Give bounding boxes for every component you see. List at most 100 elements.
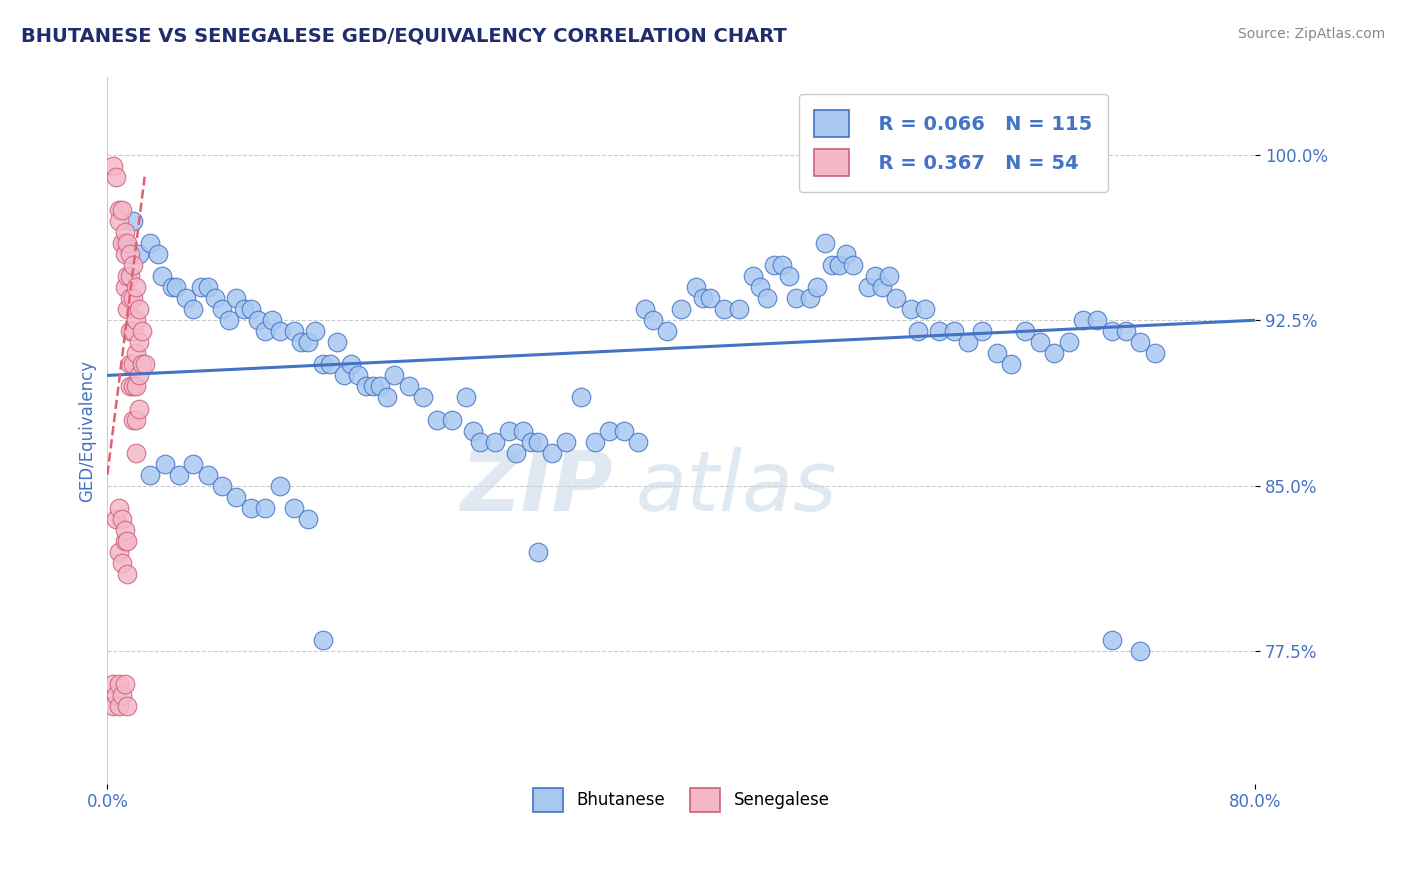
Point: [128, 401, 150, 416]
Point: [942, 324, 965, 338]
Point: [1043, 346, 1066, 360]
Point: [555, 434, 578, 449]
Point: [114, 280, 136, 294]
Point: [125, 280, 148, 294]
Point: [117, 699, 139, 714]
Point: [634, 302, 657, 317]
Point: [108, 202, 131, 217]
Point: [128, 368, 150, 383]
Point: [655, 324, 678, 338]
Point: [225, 490, 247, 504]
Point: [1129, 335, 1152, 350]
Point: [108, 500, 131, 515]
Point: [122, 412, 145, 426]
Point: [778, 269, 800, 284]
Point: [122, 357, 145, 371]
Point: [117, 567, 139, 582]
Point: [153, 457, 176, 471]
Point: [120, 357, 142, 371]
Point: [340, 357, 363, 371]
Point: [114, 247, 136, 261]
Point: [398, 379, 420, 393]
Text: Source: ZipAtlas.com: Source: ZipAtlas.com: [1237, 27, 1385, 41]
Point: [957, 335, 980, 350]
Point: [463, 424, 485, 438]
Y-axis label: GED/Equivalency: GED/Equivalency: [79, 359, 96, 501]
Point: [120, 247, 142, 261]
Point: [114, 533, 136, 548]
Point: [986, 346, 1008, 360]
Point: [120, 324, 142, 338]
Point: [354, 379, 377, 393]
Point: [131, 357, 153, 371]
Point: [114, 677, 136, 691]
Point: [218, 313, 240, 327]
Point: [120, 379, 142, 393]
Point: [117, 302, 139, 317]
Point: [297, 512, 319, 526]
Point: [311, 633, 333, 648]
Point: [269, 324, 291, 338]
Point: [174, 291, 197, 305]
Point: [727, 302, 749, 317]
Text: BHUTANESE VS SENEGALESE GED/EQUIVALENCY CORRELATION CHART: BHUTANESE VS SENEGALESE GED/EQUIVALENCY …: [21, 27, 787, 45]
Point: [426, 412, 449, 426]
Point: [375, 391, 398, 405]
Point: [122, 291, 145, 305]
Point: [870, 280, 893, 294]
Point: [183, 302, 205, 317]
Point: [111, 202, 134, 217]
Point: [101, 677, 124, 691]
Point: [856, 280, 879, 294]
Point: [484, 434, 506, 449]
Point: [297, 335, 319, 350]
Point: [627, 434, 650, 449]
Point: [886, 291, 908, 305]
Point: [211, 302, 233, 317]
Point: [1057, 335, 1080, 350]
Point: [225, 291, 247, 305]
Point: [1101, 633, 1123, 648]
Point: [814, 235, 837, 250]
Point: [799, 291, 821, 305]
Point: [598, 424, 620, 438]
Point: [108, 699, 131, 714]
Point: [1115, 324, 1137, 338]
Point: [569, 391, 592, 405]
Point: [505, 445, 527, 459]
Point: [763, 258, 786, 272]
Point: [785, 291, 807, 305]
Point: [756, 291, 779, 305]
Point: [125, 445, 148, 459]
Point: [512, 424, 534, 438]
Point: [211, 479, 233, 493]
Point: [692, 291, 714, 305]
Point: [197, 280, 219, 294]
Point: [104, 169, 127, 184]
Point: [907, 324, 929, 338]
Point: [541, 445, 564, 459]
Point: [104, 512, 127, 526]
Point: [821, 258, 844, 272]
Point: [262, 313, 284, 327]
Legend: Bhutanese, Senegalese: Bhutanese, Senegalese: [520, 774, 842, 825]
Point: [269, 479, 291, 493]
Point: [120, 269, 142, 284]
Point: [128, 247, 150, 261]
Point: [146, 247, 169, 261]
Point: [368, 379, 391, 393]
Point: [111, 689, 134, 703]
Point: [498, 424, 520, 438]
Point: [131, 324, 153, 338]
Text: ZIP: ZIP: [460, 447, 613, 527]
Point: [863, 269, 886, 284]
Point: [304, 324, 326, 338]
Point: [685, 280, 707, 294]
Point: [111, 512, 134, 526]
Point: [125, 313, 148, 327]
Point: [239, 500, 262, 515]
Point: [150, 269, 173, 284]
Point: [641, 313, 664, 327]
Point: [283, 500, 305, 515]
Point: [117, 269, 139, 284]
